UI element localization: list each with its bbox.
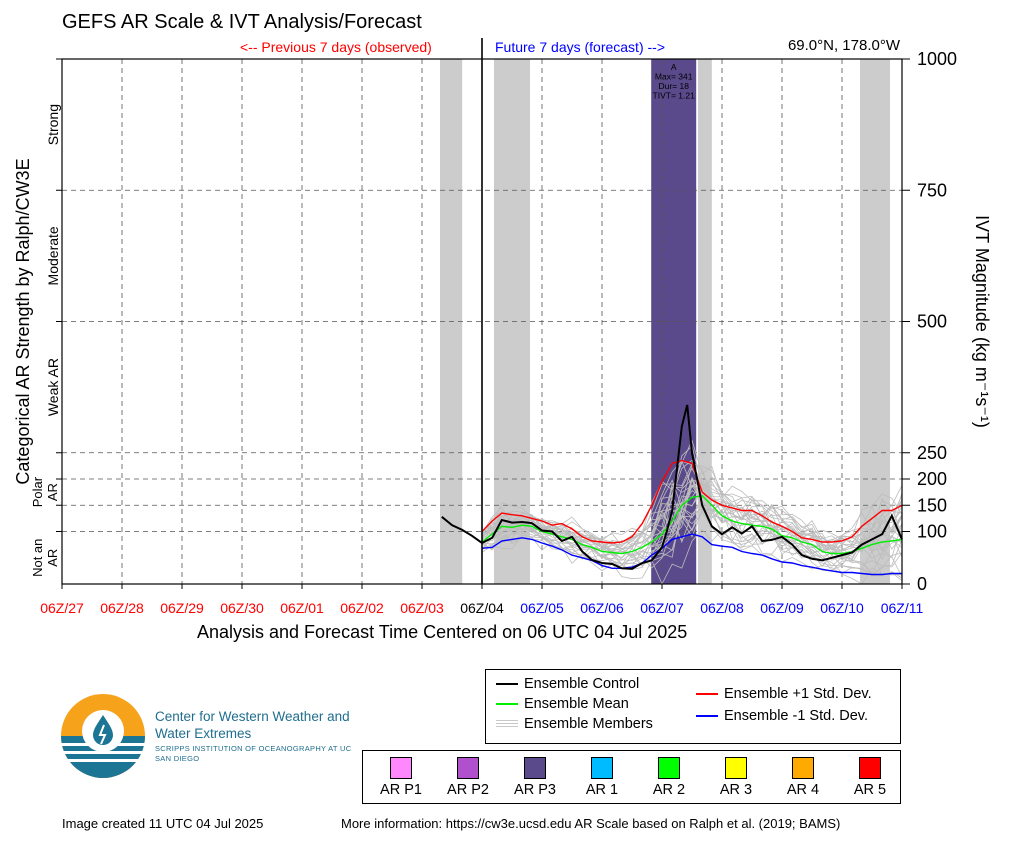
ar-category-swatch: [859, 757, 881, 779]
legend-swatch-mean: [496, 703, 518, 705]
y-tick-label: 100: [917, 522, 947, 542]
ar-category-swatch: [524, 757, 546, 779]
x-tick-label: 06Z/27: [40, 600, 84, 616]
y-tick-label: 750: [917, 180, 947, 200]
ar-category-swatch: [725, 757, 747, 779]
future-days-label: Future 7 days (forecast) -->: [495, 39, 666, 55]
ar-category-4: AR 1: [572, 757, 632, 798]
more-info-label: More information: https://cw3e.ucsd.edu …: [341, 816, 841, 831]
ensemble-member-line: [481, 528, 903, 585]
legend-item-minus-sd: Ensemble -1 Std. Dev.: [696, 708, 868, 724]
ar-event-label-line: TIVT= 1.21: [653, 91, 696, 101]
category-label: Strong: [45, 104, 61, 145]
category-label: Weak AR: [45, 358, 61, 416]
x-tick-label: 06Z/09: [760, 600, 804, 616]
x-tick-label: 06Z/08: [700, 600, 744, 616]
ensemble-member-line: [481, 439, 903, 544]
legend-label-control: Ensemble Control: [524, 676, 640, 692]
series-mean-line: [481, 495, 903, 555]
legend-swatch-plus-sd: [696, 693, 718, 695]
category-label: Moderate: [45, 226, 61, 285]
ar-category-swatch: [591, 757, 613, 779]
ar-category-label: AR 3: [719, 782, 753, 798]
chart-title: GEFS AR Scale & IVT Analysis/Forecast: [62, 11, 422, 33]
x-tick-label: 06Z/30: [220, 600, 264, 616]
ar-category-label: AR P1: [380, 782, 422, 798]
ar-category-label: AR 2: [652, 782, 686, 798]
ar-category-swatch: [658, 757, 680, 779]
ar-event-label-line: Max= 341: [655, 72, 693, 82]
ar-category-7: AR 4: [773, 757, 833, 798]
legend-label-plus-sd: Ensemble +1 Std. Dev.: [724, 686, 872, 702]
category-label: Not anAR: [30, 539, 60, 577]
x-tick-label: 06Z/04: [460, 600, 504, 616]
y-tick-label: 1000: [917, 49, 957, 69]
y-tick-label: 150: [917, 495, 947, 515]
series-minus-sd-line: [481, 533, 902, 576]
logo-subtitle: SCRIPPS INSTITUTION OF OCEANOGRAPHY AT U…: [155, 744, 352, 763]
x-tick-label: 06Z/01: [280, 600, 324, 616]
ar-category-label: AR P2: [447, 782, 489, 798]
x-tick-label: 06Z/05: [520, 600, 564, 616]
left-y-axis-label: Categorical AR Strength by Ralph/CW3E: [13, 158, 33, 484]
x-tick-label: 06Z/03: [400, 600, 444, 616]
ar-category-legend: AR P1 AR P2 AR P3 AR 1 AR 2 AR 3 AR 4 AR 5: [362, 750, 901, 804]
y-tick-label: 500: [917, 312, 947, 332]
ar-category-label: AR 5: [853, 782, 887, 798]
image-created-label: Image created 11 UTC 04 Jul 2025: [62, 816, 264, 831]
ensemble-member-line: [481, 507, 903, 577]
x-tick-label: 06Z/07: [640, 600, 684, 616]
x-tick-label: 06Z/29: [160, 600, 204, 616]
ensemble-member-line: [481, 509, 903, 567]
legend-label-minus-sd: Ensemble -1 Std. Dev.: [724, 708, 868, 724]
line-legend: Ensemble Control Ensemble Mean Ensemble …: [485, 669, 901, 744]
series-control-line: [441, 404, 903, 570]
ar-category-swatch: [390, 757, 412, 779]
ar-event-label-line: Dur= 18: [658, 81, 689, 91]
ensemble-member-line: [481, 508, 903, 568]
y-tick-label: 200: [917, 469, 947, 489]
right-y-axis-label: IVT Magnitude (kg m⁻¹s⁻¹): [972, 215, 992, 428]
previous-days-label: <-- Previous 7 days (observed): [240, 39, 432, 55]
legend-swatch-control: [496, 683, 518, 685]
y-tick-label: 0: [917, 574, 927, 594]
x-axis-label: Analysis and Forecast Time Centered on 0…: [197, 622, 688, 642]
ar-category-2: AR P2: [438, 757, 498, 798]
x-tick-label: 06Z/10: [820, 600, 864, 616]
y-tick-label: 250: [917, 443, 947, 463]
legend-swatch-minus-sd: [696, 715, 718, 717]
x-tick-label: 06Z/02: [340, 600, 384, 616]
x-tick-label: 06Z/28: [100, 600, 144, 616]
x-tick-label: 06Z/06: [580, 600, 624, 616]
ar-category-8: AR 5: [840, 757, 900, 798]
logo-name: Center for Western Weather and Water Ext…: [155, 709, 350, 741]
ar-category-label: AR 1: [585, 782, 619, 798]
category-label: PolarAR: [30, 476, 60, 507]
ar-category-label: AR 4: [786, 782, 820, 798]
legend-item-members: Ensemble Members: [496, 716, 653, 732]
ar-category-swatch: [457, 757, 479, 779]
cw3e-logo-icon: [61, 694, 145, 778]
legend-swatch-members: [496, 720, 518, 728]
legend-label-members: Ensemble Members: [524, 716, 653, 732]
ar-event-label-line: A: [671, 62, 677, 72]
legend-item-plus-sd: Ensemble +1 Std. Dev.: [696, 686, 872, 702]
legend-item-mean: Ensemble Mean: [496, 696, 629, 712]
ar-category-5: AR 2: [639, 757, 699, 798]
ar-category-1: AR P1: [371, 757, 431, 798]
series-plus-sd-line: [481, 459, 903, 544]
legend-item-control: Ensemble Control: [496, 676, 639, 692]
ar-category-label: AR P3: [514, 782, 556, 798]
ar-category-swatch: [792, 757, 814, 779]
ar-category-6: AR 3: [706, 757, 766, 798]
x-tick-label: 06Z/11: [881, 600, 924, 616]
ar-category-3: AR P3: [505, 757, 565, 798]
location-label: 69.0°N, 178.0°W: [787, 37, 900, 54]
legend-label-mean: Ensemble Mean: [524, 696, 629, 712]
